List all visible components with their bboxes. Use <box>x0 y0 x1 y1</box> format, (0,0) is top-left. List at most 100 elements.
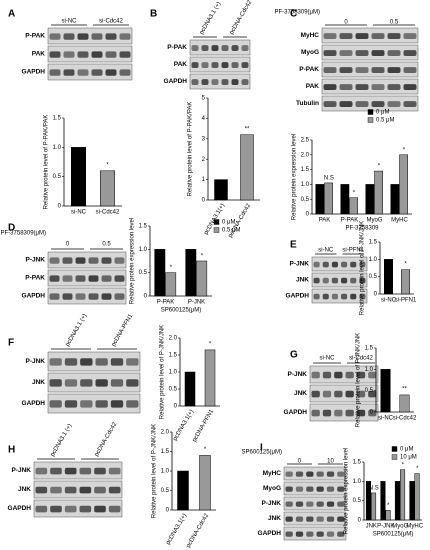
lane-label: pcDNA3.1 (+) <box>199 1 222 36</box>
bar <box>390 184 400 215</box>
blot-strip <box>321 27 419 44</box>
x-axis-label: PF-3758309 <box>345 226 379 232</box>
blot-band <box>285 486 293 492</box>
y-tick-label: 1.0 <box>365 367 374 373</box>
blot-band <box>356 409 366 417</box>
blot-band <box>75 293 86 300</box>
row-label: MyHC <box>263 470 282 477</box>
blot-band <box>49 275 60 282</box>
blot-strip <box>47 63 133 81</box>
blot-band <box>322 261 329 268</box>
blot-band <box>350 277 357 284</box>
x-tick-label: si-NC <box>381 298 397 304</box>
blot-band <box>75 257 86 264</box>
blot-strip <box>33 499 123 518</box>
bar <box>240 134 254 201</box>
y-tick-label: 0 <box>144 294 148 300</box>
treatment-label: PF-3758309(μM) <box>1 231 46 237</box>
blot-band <box>49 51 61 58</box>
row-label: GAPDH <box>22 400 46 407</box>
blot-band <box>35 486 48 494</box>
blot-band <box>211 45 219 52</box>
blot-band <box>119 51 131 58</box>
blot-band <box>79 467 92 475</box>
blot-band <box>108 505 121 513</box>
row-label: MyoG <box>263 485 281 492</box>
row-label: MyHC <box>301 32 320 39</box>
blot-band <box>64 467 77 475</box>
y-axis-label: Relative protein level of P-JNK/JNK <box>152 424 158 518</box>
y-tick-label: 1.5 <box>139 224 148 230</box>
blot-band <box>211 62 219 69</box>
blot-strip <box>311 288 368 304</box>
legend-label: 0 μM <box>222 220 235 226</box>
x-axis-label: SP600125(μM) <box>161 308 201 314</box>
blot-strip <box>47 287 127 305</box>
blot-band <box>221 79 229 86</box>
blot-band <box>95 379 108 387</box>
y-tick-label: 0 <box>166 508 170 514</box>
lane-label: 0.5 <box>102 242 111 248</box>
y-tick-label: 0 <box>374 292 378 298</box>
y-tick-label: 0 <box>306 212 310 218</box>
blot-band <box>77 33 89 40</box>
blot-band <box>345 371 354 379</box>
blot-band <box>403 67 417 74</box>
x-tick-label: si-NC <box>71 210 87 216</box>
blot-band <box>331 293 338 300</box>
blot-band <box>331 277 338 284</box>
blot-band <box>326 516 335 522</box>
blot-band <box>285 531 293 537</box>
blot-band <box>49 33 61 40</box>
blot-band <box>49 293 60 300</box>
significance: N.S <box>324 175 334 181</box>
blot-band <box>126 358 139 366</box>
row-label: GAPDH <box>22 293 46 300</box>
blot-band <box>306 531 314 537</box>
blot-band <box>337 516 345 522</box>
x-tick-label: si-Cdc42 <box>96 210 120 216</box>
blot-band <box>323 50 337 57</box>
blot-band <box>387 67 401 74</box>
row-label: GAPDH <box>258 530 282 537</box>
blot-band <box>114 293 125 300</box>
bar <box>71 147 86 207</box>
bar <box>371 492 377 521</box>
blot-band <box>322 371 332 379</box>
y-tick-label: 0.5 <box>139 270 148 276</box>
blot-strip <box>311 272 368 288</box>
legend-label: 0.5 μM <box>222 228 240 234</box>
blot-band <box>339 67 353 74</box>
blot-band <box>201 79 209 86</box>
blot-band <box>94 505 106 513</box>
y-tick-label: 0.5 <box>169 387 178 393</box>
legend-label: 10 μM <box>400 455 417 461</box>
y-tick-label: 2.0 <box>301 152 310 158</box>
panel-letter: C <box>290 9 297 20</box>
significance: * <box>209 341 212 347</box>
blot-strip <box>189 56 251 73</box>
blot-band <box>105 33 117 40</box>
blot-band <box>64 505 77 513</box>
row-label: P-JNK <box>287 371 307 378</box>
y-tick-label: 2.0 <box>161 430 170 436</box>
blot-band <box>371 67 385 74</box>
panel-letter: H <box>8 445 15 456</box>
blot-strip <box>33 480 123 499</box>
y-tick-label: 2 <box>202 157 206 163</box>
blot-band <box>221 45 229 52</box>
lane-label: pcDNA-Cdc42 <box>94 421 119 458</box>
blot-band <box>316 531 324 537</box>
y-tick-label: 0.5 <box>301 197 310 203</box>
significance: * <box>416 466 419 472</box>
blot-band <box>311 409 320 417</box>
blot-band <box>221 62 229 69</box>
blot-band <box>313 293 320 300</box>
blot-band <box>191 62 199 69</box>
row-label: JNK <box>294 390 307 397</box>
treatment-label: PF-3758309(μM) <box>275 10 320 16</box>
y-tick-label: 0 <box>370 410 374 416</box>
y-tick-label: 1.0 <box>169 370 178 376</box>
blot-band <box>49 379 62 387</box>
panel-letter: I <box>260 443 263 454</box>
